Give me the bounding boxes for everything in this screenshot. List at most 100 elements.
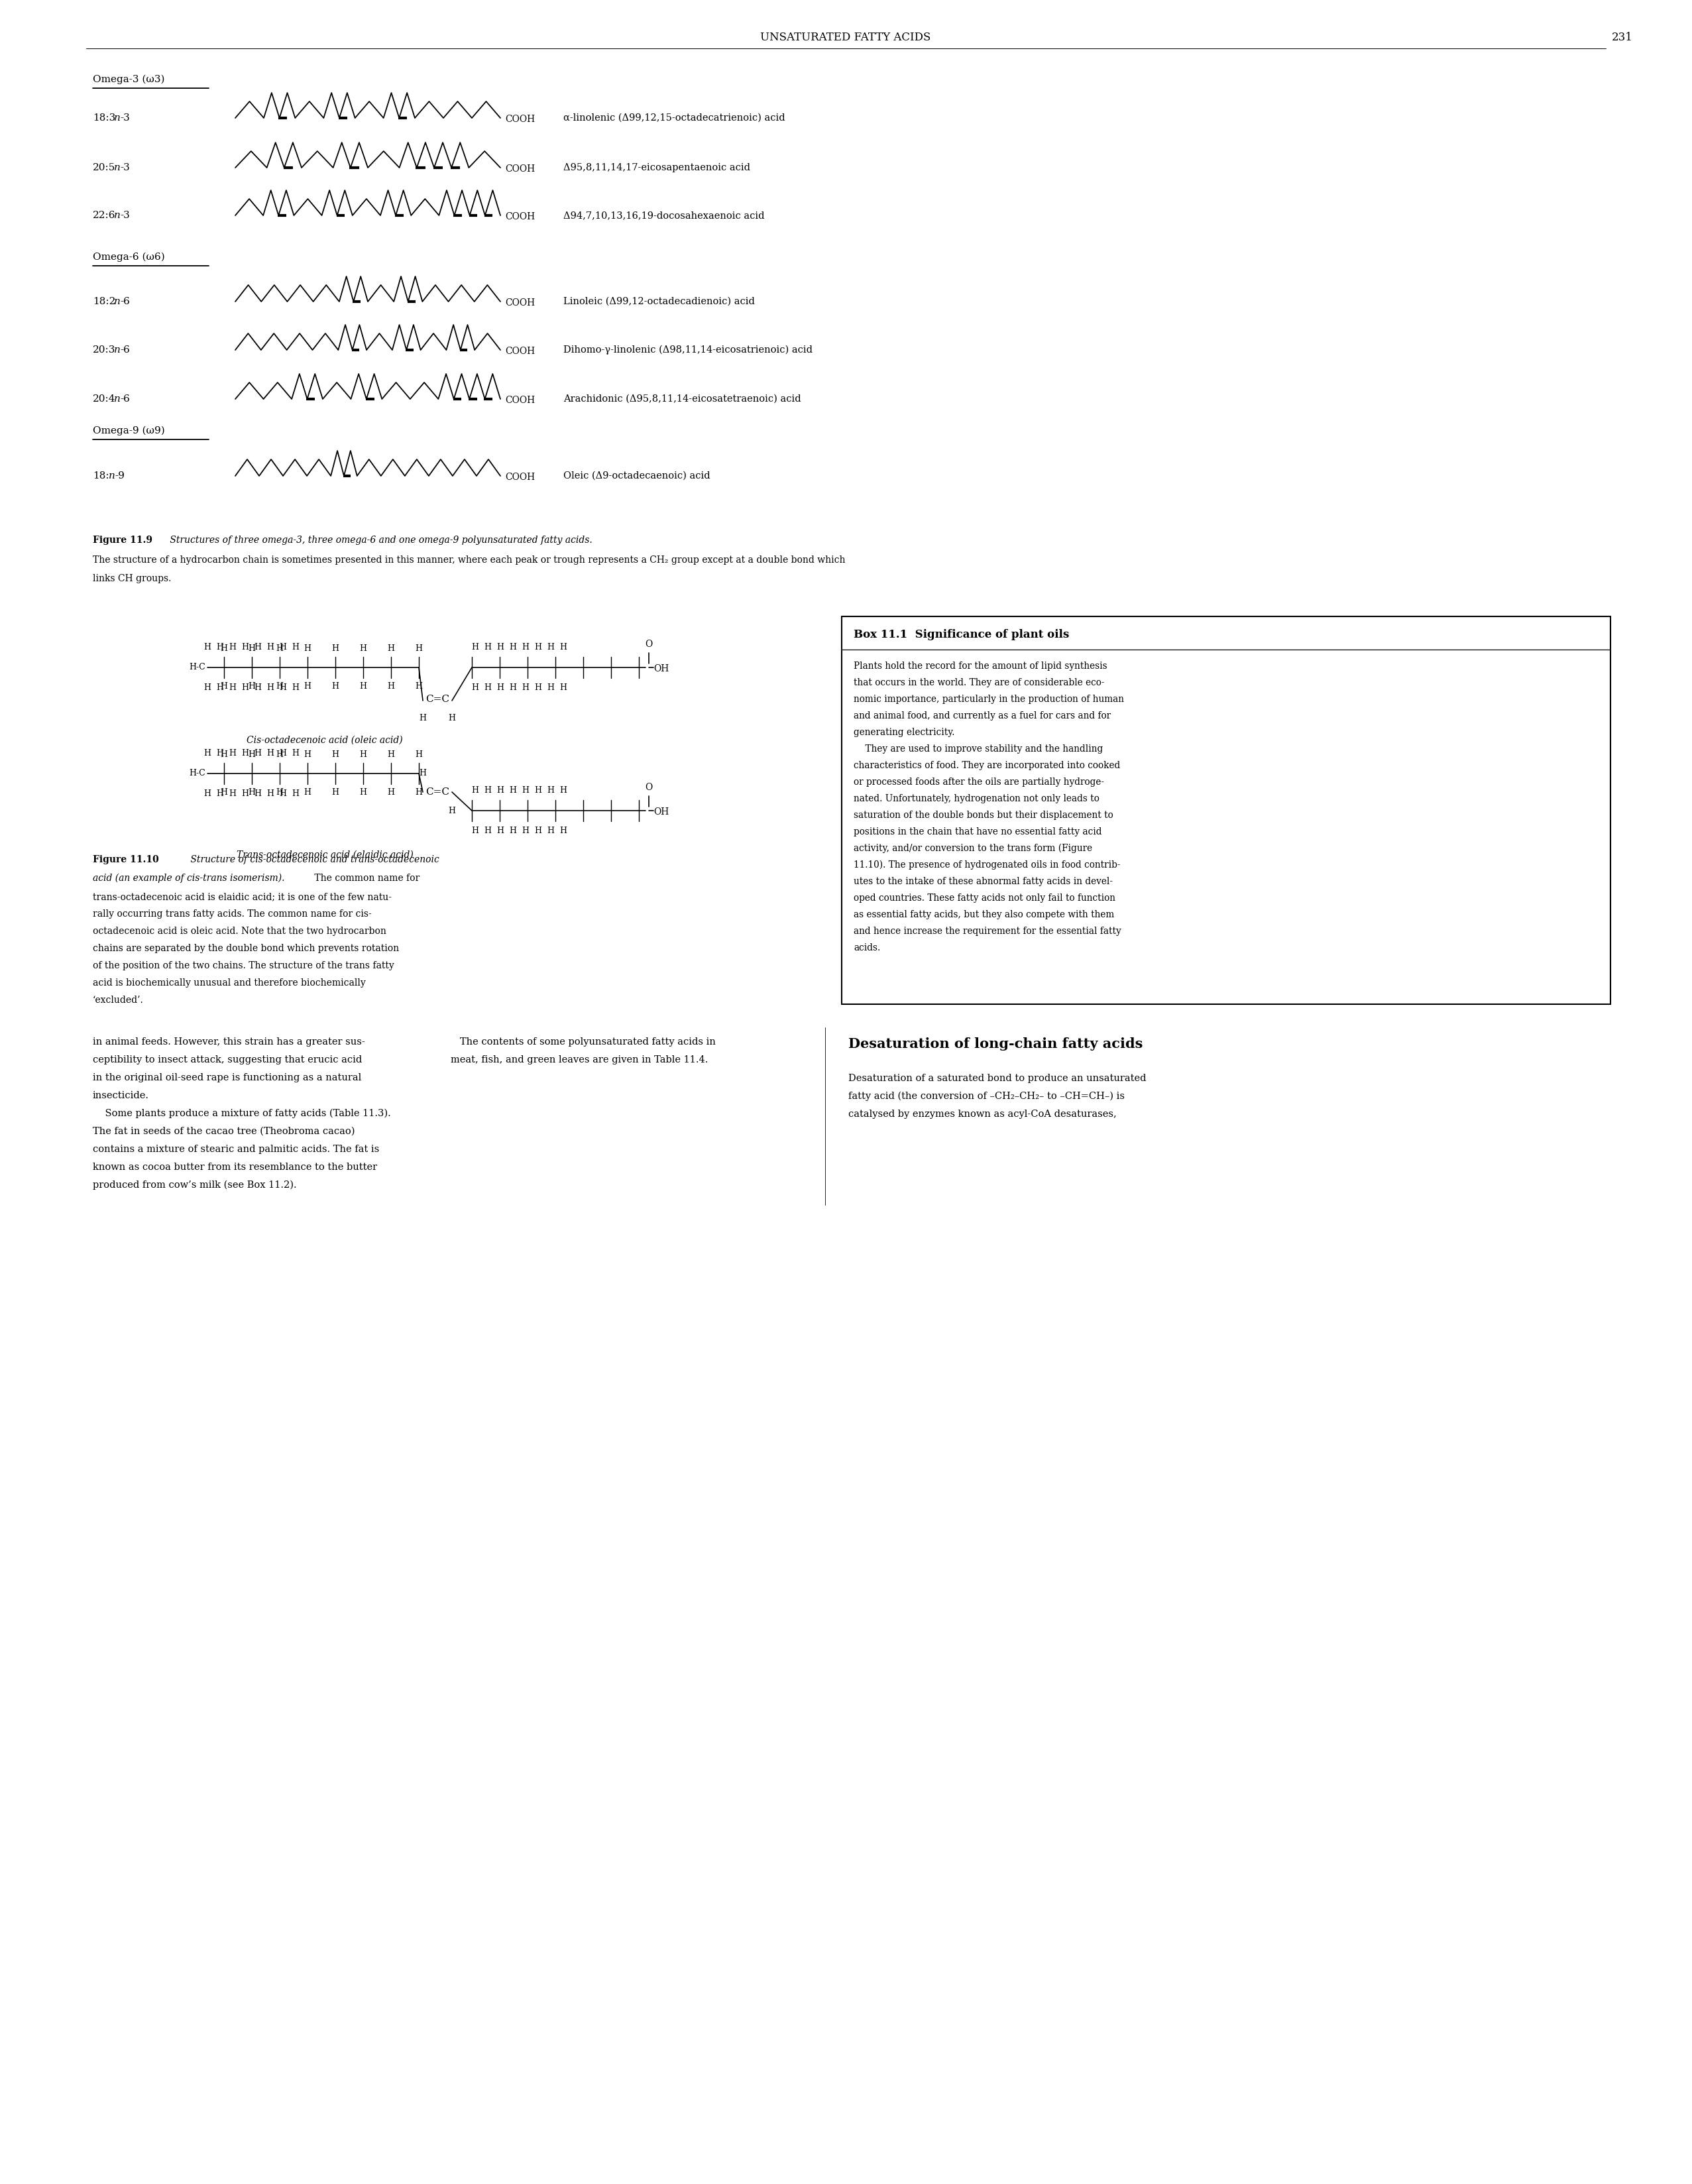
Text: n: n (113, 212, 120, 221)
Text: or processed foods after the oils are partially hydroge-: or processed foods after the oils are pa… (854, 778, 1105, 786)
Text: Linoleic (Δ99,12-octadecadienoic) acid: Linoleic (Δ99,12-octadecadienoic) acid (563, 297, 755, 306)
Text: H: H (415, 681, 423, 690)
Text: -6: -6 (120, 395, 130, 404)
Text: Plants hold the record for the amount of lipid synthesis: Plants hold the record for the amount of… (854, 662, 1107, 670)
Text: H: H (305, 751, 311, 758)
Text: H: H (420, 769, 426, 778)
Text: Omega-3 (ω3): Omega-3 (ω3) (93, 74, 164, 85)
Text: H  H  H  H  H  H  H  H: H H H H H H H H (205, 684, 299, 692)
Text: H  H  H  H  H  H  H  H: H H H H H H H H (205, 788, 299, 797)
Text: rally occurring trans fatty acids. The common name for cis-: rally occurring trans fatty acids. The c… (93, 909, 372, 919)
Text: 18:: 18: (93, 472, 108, 480)
Text: fatty acid (the conversion of –CH₂–CH₂– to –CH=CH–) is: fatty acid (the conversion of –CH₂–CH₂– … (848, 1092, 1125, 1101)
Text: Desaturation of long-chain fatty acids: Desaturation of long-chain fatty acids (848, 1037, 1142, 1051)
Text: Structures of three omega-3, three omega-6 and one omega-9 polyunsaturated fatty: Structures of three omega-3, three omega… (168, 535, 592, 544)
Text: Δ95,8,11,14,17-eicosapentaenoic acid: Δ95,8,11,14,17-eicosapentaenoic acid (563, 164, 750, 173)
Text: H: H (448, 714, 455, 723)
Text: meat, fish, and green leaves are given in Table 11.4.: meat, fish, and green leaves are given i… (450, 1055, 707, 1064)
Text: 22:6: 22:6 (93, 212, 115, 221)
Text: Some plants produce a mixture of fatty acids (Table 11.3).: Some plants produce a mixture of fatty a… (93, 1109, 391, 1118)
Text: -9: -9 (115, 472, 125, 480)
Text: n: n (113, 164, 120, 173)
Text: H: H (305, 644, 311, 653)
Text: 20:5: 20:5 (93, 164, 115, 173)
Text: Structure of cis-octadecenoic and trans-octadecenoic: Structure of cis-octadecenoic and trans-… (188, 856, 440, 865)
Text: 11.10). The presence of hydrogenated oils in food contrib-: 11.10). The presence of hydrogenated oil… (854, 860, 1120, 869)
Text: 20:3: 20:3 (93, 345, 115, 354)
Text: -3: -3 (120, 114, 130, 122)
Text: n: n (113, 114, 120, 122)
Text: H  H  H  H  H  H  H  H: H H H H H H H H (472, 684, 567, 692)
Text: H  H  H  H  H  H  H  H: H H H H H H H H (205, 642, 299, 651)
Text: C=C: C=C (425, 788, 450, 797)
Text: COOH: COOH (504, 395, 535, 404)
Bar (841, 616, 1611, 1005)
Text: H: H (359, 788, 367, 797)
Text: n: n (113, 297, 120, 306)
Text: activity, and/or conversion to the trans form (Figure: activity, and/or conversion to the trans… (854, 843, 1093, 854)
Text: H: H (448, 806, 455, 815)
Text: contains a mixture of stearic and palmitic acids. The fat is: contains a mixture of stearic and palmit… (93, 1144, 379, 1153)
Text: H-C: H-C (190, 769, 205, 778)
Text: H: H (359, 644, 367, 653)
Text: H: H (415, 788, 423, 797)
Text: H: H (387, 681, 394, 690)
Text: trans-octadecenoic acid is elaidic acid; it is one of the few natu-: trans-octadecenoic acid is elaidic acid;… (93, 891, 391, 902)
Text: links CH groups.: links CH groups. (93, 574, 171, 583)
Text: Cis-octadecenoic acid (oleic acid): Cis-octadecenoic acid (oleic acid) (247, 736, 403, 745)
Text: H: H (359, 751, 367, 758)
Text: in animal feeds. However, this strain has a greater sus-: in animal feeds. However, this strain ha… (93, 1037, 365, 1046)
Text: in the original oil-seed rape is functioning as a natural: in the original oil-seed rape is functio… (93, 1072, 362, 1083)
Text: Omega-9 (ω9): Omega-9 (ω9) (93, 426, 164, 435)
Text: acids.: acids. (854, 943, 880, 952)
Text: n: n (113, 395, 120, 404)
Text: nated. Unfortunately, hydrogenation not only leads to: nated. Unfortunately, hydrogenation not … (854, 795, 1100, 804)
Text: H: H (387, 751, 394, 758)
Text: H: H (420, 714, 426, 723)
Text: and animal food, and currently as a fuel for cars and for: and animal food, and currently as a fuel… (854, 712, 1112, 721)
Text: utes to the intake of these abnormal fatty acids in devel-: utes to the intake of these abnormal fat… (854, 878, 1113, 887)
Text: 20:4: 20:4 (93, 395, 115, 404)
Text: H: H (249, 644, 255, 653)
Text: Box 11.1  Significance of plant oils: Box 11.1 Significance of plant oils (854, 629, 1069, 640)
Text: H: H (415, 644, 423, 653)
Text: The contents of some polyunsaturated fatty acids in: The contents of some polyunsaturated fat… (450, 1037, 716, 1046)
Text: H: H (332, 751, 338, 758)
Text: saturation of the double bonds but their displacement to: saturation of the double bonds but their… (854, 810, 1113, 819)
Text: H: H (359, 681, 367, 690)
Text: -6: -6 (120, 297, 130, 306)
Text: as essential fatty acids, but they also compete with them: as essential fatty acids, but they also … (854, 911, 1115, 919)
Text: COOH: COOH (504, 164, 535, 175)
Text: Desaturation of a saturated bond to produce an unsaturated: Desaturation of a saturated bond to prod… (848, 1075, 1145, 1083)
Text: generating electricity.: generating electricity. (854, 727, 954, 736)
Text: of the position of the two chains. The structure of the trans fatty: of the position of the two chains. The s… (93, 961, 394, 970)
Text: H: H (276, 681, 283, 690)
Text: H: H (249, 788, 255, 797)
Text: H: H (387, 788, 394, 797)
Text: COOH: COOH (504, 472, 535, 483)
Text: H: H (305, 788, 311, 797)
Text: The common name for: The common name for (311, 874, 420, 882)
Text: H: H (220, 644, 228, 653)
Text: Dihomo-γ-linolenic (Δ98,11,14-eicosatrienoic) acid: Dihomo-γ-linolenic (Δ98,11,14-eicosatrie… (563, 345, 812, 354)
Text: H: H (249, 681, 255, 690)
Text: Arachidonic (Δ95,8,11,14-eicosatetraenoic) acid: Arachidonic (Δ95,8,11,14-eicosatetraenoi… (563, 395, 800, 404)
Text: H: H (220, 788, 228, 797)
Text: The structure of a hydrocarbon chain is sometimes presented in this manner, wher: The structure of a hydrocarbon chain is … (93, 555, 846, 566)
Text: oped countries. These fatty acids not only fail to function: oped countries. These fatty acids not on… (854, 893, 1115, 902)
Text: H: H (249, 751, 255, 758)
Text: H  H  H  H  H  H  H  H: H H H H H H H H (205, 749, 299, 758)
Text: Figure 11.10: Figure 11.10 (93, 856, 159, 865)
Text: chains are separated by the double bond which prevents rotation: chains are separated by the double bond … (93, 943, 399, 952)
Text: α-linolenic (Δ99,12,15-octadecatrienoic) acid: α-linolenic (Δ99,12,15-octadecatrienoic)… (563, 114, 785, 122)
Text: Figure 11.9: Figure 11.9 (93, 535, 152, 544)
Text: n: n (113, 345, 120, 354)
Text: H  H  H  H  H  H  H  H: H H H H H H H H (472, 826, 567, 834)
Text: UNSATURATED FATTY ACIDS: UNSATURATED FATTY ACIDS (760, 33, 931, 44)
Text: n: n (108, 472, 115, 480)
Text: H: H (332, 681, 338, 690)
Text: H: H (276, 788, 283, 797)
Text: Oleic (Δ9-octadecaenoic) acid: Oleic (Δ9-octadecaenoic) acid (563, 472, 711, 480)
Text: 18:3: 18:3 (93, 114, 115, 122)
Text: 18:2: 18:2 (93, 297, 115, 306)
